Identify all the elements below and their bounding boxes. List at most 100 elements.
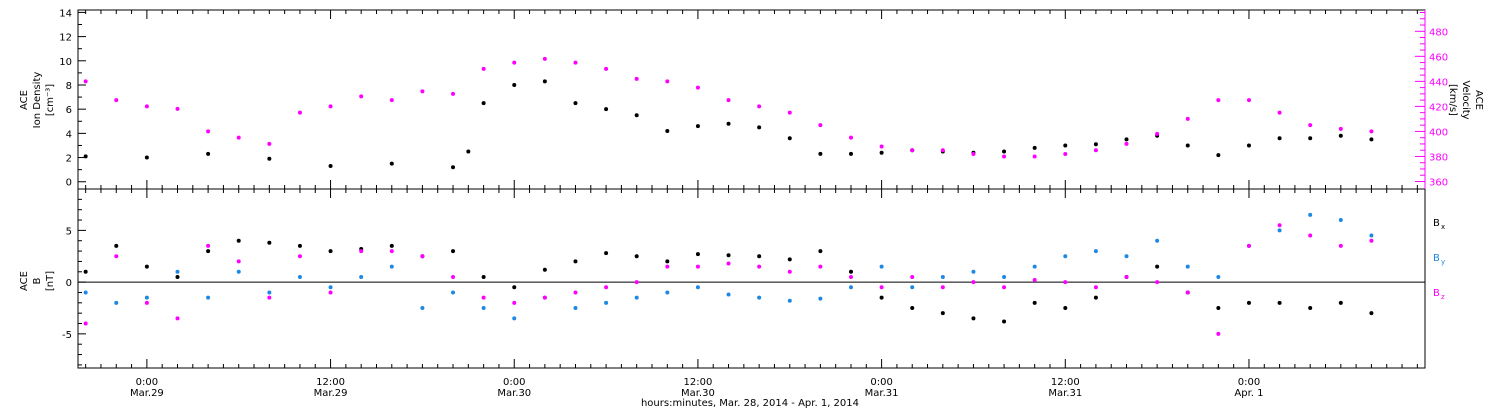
- bottom-point-Bx: [726, 253, 731, 258]
- top-point-magenta: [481, 66, 486, 71]
- bottom-point-Bz: [1369, 238, 1374, 243]
- bottom-point-Bx: [236, 238, 241, 243]
- bottom-point-By: [1185, 264, 1190, 269]
- bottom-point-Bz: [1277, 223, 1282, 228]
- bottom-point-Bx: [451, 249, 456, 254]
- top-point-black: [726, 121, 731, 126]
- top-point-magenta: [512, 60, 517, 65]
- bottom-point-Bz: [206, 243, 211, 248]
- top-point-magenta: [114, 98, 119, 103]
- bottom-point-Bz: [267, 295, 272, 300]
- top-point-black: [466, 149, 471, 154]
- bottom-point-Bx: [175, 274, 180, 279]
- bottom-point-Bx: [512, 285, 517, 290]
- top-y2tick-label: 360: [1429, 177, 1448, 188]
- top-point-magenta: [1124, 141, 1129, 146]
- top-point-magenta: [665, 79, 670, 84]
- top-y2tick-label: 440: [1429, 77, 1448, 88]
- bottom-point-By: [1155, 238, 1160, 243]
- top-ytick-label: 14: [59, 8, 72, 19]
- bottom-point-Bz: [940, 285, 945, 290]
- bottom-point-By: [787, 298, 792, 303]
- top-y2tick-label: 460: [1429, 52, 1448, 63]
- bottom-point-Bz: [1185, 290, 1190, 295]
- bottom-point-Bz: [1338, 243, 1343, 248]
- top-point-magenta: [726, 98, 731, 103]
- bottom-point-Bz: [1032, 278, 1037, 283]
- bottom-point-By: [818, 296, 823, 301]
- bottom-ylabel-line2: B: [32, 277, 43, 284]
- top-point-black: [1338, 133, 1343, 138]
- bottom-point-Bz: [818, 264, 823, 269]
- top-point-black: [1185, 143, 1190, 148]
- top-point-black: [1246, 143, 1251, 148]
- bottom-point-Bx: [1216, 305, 1221, 310]
- bottom-point-By: [940, 274, 945, 279]
- top-point-magenta: [451, 91, 456, 96]
- ticks-layer: [78, 10, 1426, 368]
- bottom-point-Bx: [1032, 300, 1037, 305]
- bottom-point-By: [1002, 274, 1007, 279]
- bottom-point-Bz: [359, 249, 364, 254]
- bottom-point-By: [848, 285, 853, 290]
- top-point-magenta: [1369, 129, 1374, 134]
- bottom-point-Bx: [267, 240, 272, 245]
- top-y2label-line1: ACE: [1473, 90, 1484, 110]
- bottom-point-By: [359, 274, 364, 279]
- x-tick-time: 12:00: [316, 377, 345, 388]
- top-point-magenta: [328, 104, 333, 109]
- bottom-point-Bx: [114, 243, 119, 248]
- top-point-black: [1002, 149, 1007, 154]
- top-ytick-label: 10: [59, 57, 72, 68]
- bottom-point-By: [634, 295, 639, 300]
- bottom-point-Bx: [971, 316, 976, 321]
- bottom-point-By: [604, 300, 609, 305]
- bottom-point-Bz: [848, 274, 853, 279]
- top-point-magenta: [1277, 110, 1282, 115]
- top-point-black: [573, 101, 578, 106]
- top-point-black: [848, 151, 853, 156]
- bottom-point-Bx: [1002, 319, 1007, 324]
- top-point-magenta: [971, 151, 976, 156]
- legend-sub-y: y: [1441, 258, 1445, 266]
- bottom-point-Bx: [1155, 264, 1160, 269]
- bottom-point-Bx: [604, 251, 609, 256]
- bottom-point-Bz: [1093, 285, 1098, 290]
- top-point-magenta: [83, 79, 88, 84]
- bottom-point-Bx: [144, 264, 149, 269]
- top-ytick-label: 0: [66, 178, 72, 189]
- bottom-point-Bx: [940, 311, 945, 316]
- top-ylabel-line2: Ion Density: [32, 72, 43, 129]
- top-point-black: [83, 154, 88, 159]
- bottom-point-Bz: [726, 261, 731, 266]
- top-ylabel-line3: [cm⁻³]: [45, 84, 56, 116]
- x-axis-title: hours:minutes, Mar. 28, 2014 - Apr. 1, 2…: [641, 398, 859, 409]
- bottom-point-Bx: [910, 305, 915, 310]
- bottom-ylabel-line3: [nT]: [45, 271, 56, 291]
- bottom-ytick-label: -5: [62, 330, 72, 341]
- top-point-black: [757, 125, 762, 130]
- bottom-point-Bx: [818, 249, 823, 254]
- top-y2label-line2: Velocity: [1460, 80, 1471, 119]
- bottom-point-By: [971, 269, 976, 274]
- top-ytick-label: 8: [66, 81, 72, 92]
- bottom-point-Bx: [328, 249, 333, 254]
- bottom-point-By: [114, 300, 119, 305]
- bottom-point-Bz: [512, 300, 517, 305]
- top-point-magenta: [1308, 123, 1313, 128]
- bottom-point-By: [726, 292, 731, 297]
- x-tick-date: Mar.29: [314, 388, 348, 399]
- bottom-point-By: [910, 285, 915, 290]
- bottom-point-Bx: [573, 259, 578, 264]
- top-point-black: [818, 151, 823, 156]
- bottom-point-Bx: [206, 249, 211, 254]
- bottom-point-Bz: [1063, 280, 1068, 285]
- top-ytick-label: 2: [66, 154, 72, 165]
- top-point-black: [1124, 137, 1129, 142]
- bottom-point-Bx: [634, 254, 639, 259]
- bottom-point-Bz: [542, 295, 547, 300]
- bottom-point-By: [695, 285, 700, 290]
- top-point-magenta: [573, 60, 578, 65]
- bottom-point-Bx: [481, 274, 486, 279]
- top-point-magenta: [1338, 126, 1343, 131]
